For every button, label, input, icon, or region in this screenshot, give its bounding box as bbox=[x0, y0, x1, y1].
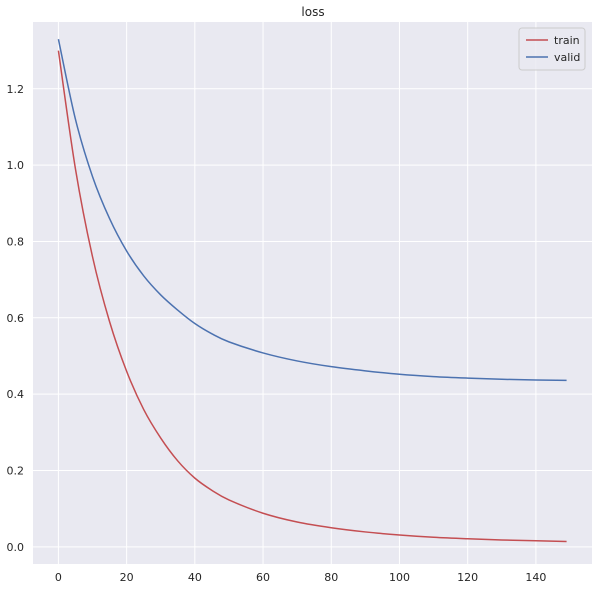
series-lines bbox=[57, 39, 567, 543]
grid bbox=[33, 22, 592, 564]
x-tick-label: 0 bbox=[55, 571, 62, 584]
x-tick-label: 80 bbox=[324, 571, 338, 584]
y-tick-label: 1.2 bbox=[7, 83, 25, 96]
x-tick-label: 60 bbox=[256, 571, 270, 584]
x-tick-label: 20 bbox=[120, 571, 134, 584]
y-tick-label: 1.0 bbox=[7, 159, 25, 172]
tick-labels: 0 20 40 60 80 100 120 140 0.0 0.2 0.4 0.6 0.8 1.0 1.2 bbox=[7, 83, 547, 584]
series-line-train bbox=[57, 50, 567, 543]
y-tick-label: 0.4 bbox=[7, 388, 25, 401]
legend-label-valid: valid bbox=[554, 51, 580, 64]
plot-background bbox=[33, 22, 592, 564]
x-tick-label: 120 bbox=[457, 571, 478, 584]
y-tick-label: 0.6 bbox=[7, 312, 25, 325]
legend-label-train: train bbox=[554, 34, 580, 47]
x-tick-label: 40 bbox=[188, 571, 202, 584]
series-line-valid bbox=[57, 39, 567, 382]
legend: train valid bbox=[518, 27, 586, 71]
y-tick-label: 0.2 bbox=[7, 464, 25, 477]
x-tick-label: 100 bbox=[389, 571, 410, 584]
chart-title: loss bbox=[301, 5, 324, 19]
x-tick-label: 140 bbox=[525, 571, 546, 584]
y-tick-label: 0.8 bbox=[7, 235, 25, 248]
legend-box bbox=[518, 27, 586, 71]
y-tick-label: 0.0 bbox=[7, 541, 25, 554]
